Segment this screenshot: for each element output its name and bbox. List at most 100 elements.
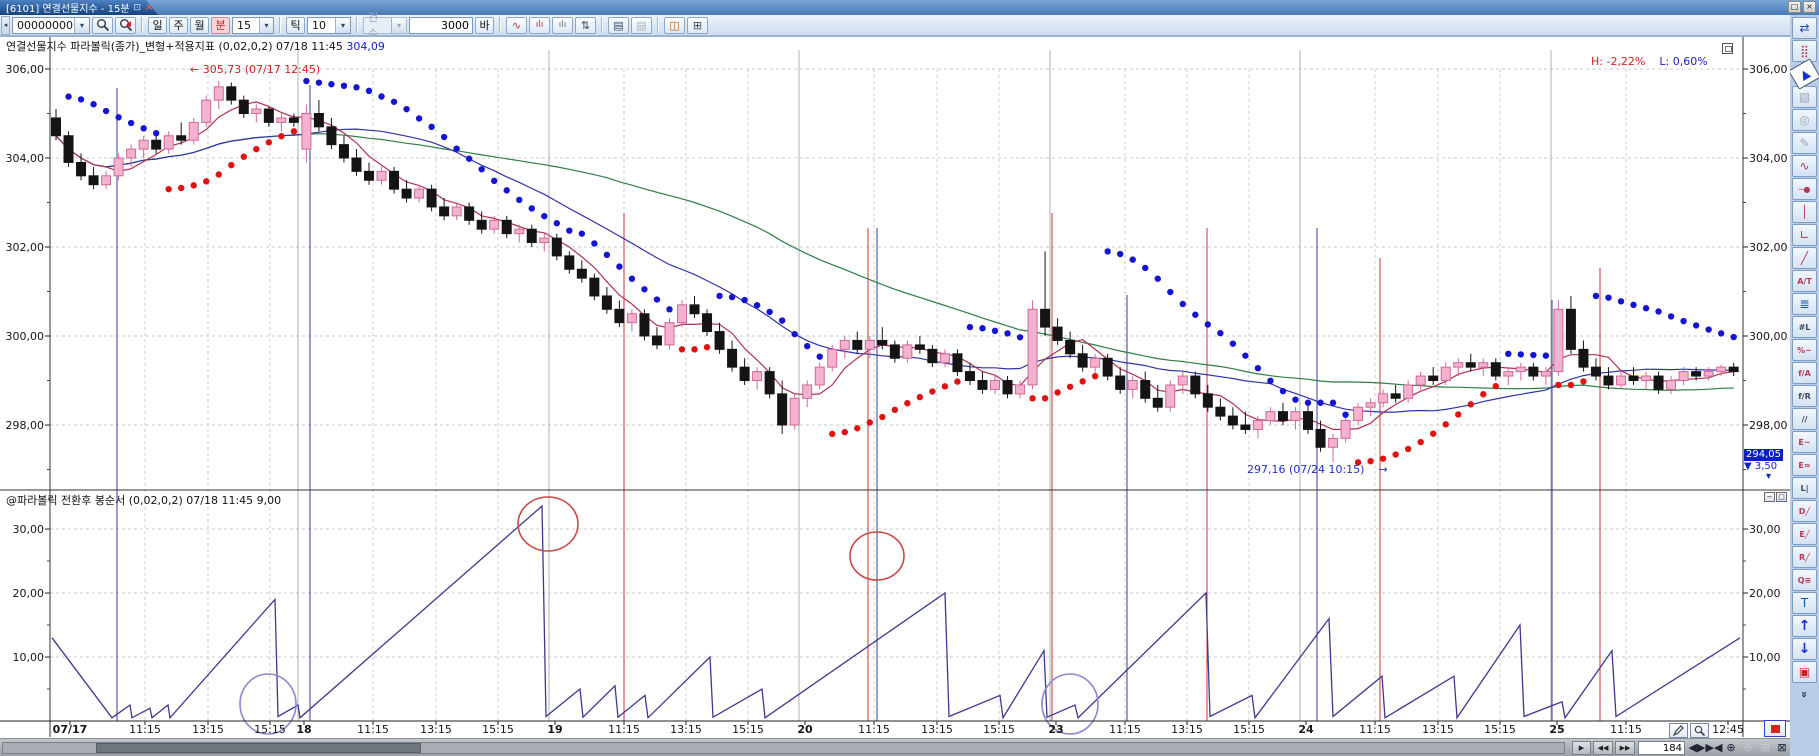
svg-text:300,00: 300,00 [1749, 330, 1788, 343]
quote-list-icon[interactable]: Q≡ [1792, 569, 1817, 591]
collapse-left-button[interactable]: ◂ [1, 15, 10, 35]
horizontal-line-icon[interactable]: ─● [1792, 178, 1817, 200]
angle-line-icon[interactable]: ∟ [1792, 224, 1817, 246]
svg-text:11:15: 11:15 [608, 723, 640, 736]
period-day-button[interactable]: 일 [148, 16, 167, 34]
svg-text:20,00: 20,00 [13, 587, 45, 600]
svg-text:13:15: 13:15 [921, 723, 953, 736]
high-low-readout: H: -2,22% L: 0,60% [1591, 55, 1708, 68]
period-week-button[interactable]: 주 [169, 16, 188, 34]
trendline-icon[interactable]: ∿ [1792, 155, 1817, 177]
hatch-d-icon[interactable]: D╱ [1792, 500, 1817, 522]
svg-text:15:15: 15:15 [1233, 723, 1265, 736]
svg-text:23: 23 [1048, 723, 1063, 736]
bars-count-input[interactable] [409, 16, 473, 34]
collapse-horizontal-button[interactable]: ▶◀ [1705, 741, 1723, 754]
chart-settings-button[interactable] [1764, 720, 1786, 737]
tab-pin-icon[interactable]: ⊡ [133, 2, 142, 13]
refresh-icon[interactable]: ⇄ [1792, 17, 1817, 39]
search-red-arrow-icon [120, 19, 132, 32]
horizontal-scrollbar[interactable] [2, 742, 1565, 754]
svg-text:302,00: 302,00 [6, 241, 45, 254]
parallel-lines-icon[interactable]: // [1792, 408, 1817, 430]
chevron-down-icon[interactable]: ▾ [335, 17, 350, 33]
chart-area[interactable]: 306,00 306,00 304,00 304,00 302,00 302,00 300,… [0, 36, 1790, 738]
period-month-button[interactable]: 월 [190, 16, 209, 34]
restore-window-button[interactable]: □ [1788, 1, 1801, 13]
svg-text:304,00: 304,00 [6, 152, 45, 165]
chevron-down-icon[interactable]: ▾ [74, 17, 89, 33]
tick-combo[interactable]: 10 ▾ [307, 16, 351, 34]
chart-grid-icon[interactable]: ⊞ [687, 16, 708, 34]
magnifier-icon [1694, 725, 1705, 736]
zoom-in-button[interactable]: ⊕ [1726, 741, 1736, 754]
tab-close-icon[interactable]: × [145, 2, 154, 13]
indicator-maximize-icon[interactable]: □ [1776, 492, 1787, 502]
visible-bars-input[interactable] [1638, 741, 1685, 755]
period-minute-button[interactable]: 분 [211, 16, 230, 34]
svg-text:298,00: 298,00 [1749, 419, 1788, 432]
tick-button[interactable]: 틱 [286, 16, 305, 34]
last-price-marker: 294,05 ▼ 3,50 ▾ [1744, 449, 1783, 482]
arrow-up-icon[interactable]: ↑ [1792, 615, 1817, 637]
chart-tab[interactable]: [6101] 연결선물지수 - 15분 ⊡ × [0, 0, 158, 15]
bars-apply-button[interactable]: 바 [475, 16, 494, 34]
svg-text:302,00: 302,00 [1749, 241, 1788, 254]
close-pane-button[interactable]: ⊠ [1777, 741, 1787, 754]
chevron-down-icon[interactable]: ▾ [259, 17, 273, 33]
symbol-search-button[interactable] [92, 16, 113, 34]
text-icon[interactable]: T [1792, 592, 1817, 614]
signal-box-icon[interactable]: ▣ [1792, 661, 1817, 683]
percent-lines-icon[interactable]: %~ [1792, 339, 1817, 361]
count-lines-icon[interactable]: #L [1792, 316, 1817, 338]
indicator-window-icon[interactable]: ◫ [664, 16, 685, 34]
step-back-button[interactable]: ◀◀ [1593, 741, 1613, 755]
expand-horizontal-button[interactable]: ◀▶ [1688, 741, 1706, 754]
formula-r-icon[interactable]: f/R [1792, 385, 1817, 407]
envelope-a-icon[interactable]: E~ [1792, 431, 1817, 453]
pane-maximize-icon[interactable] [1722, 43, 1733, 54]
arrow-down-icon[interactable]: ↓ [1792, 638, 1817, 660]
adjusted-price-icon[interactable]: ∿ [506, 16, 527, 34]
sort-updown-icon[interactable]: ⇅ [575, 16, 596, 34]
hatch-r-icon[interactable]: R╱ [1792, 546, 1817, 568]
close-window-button[interactable]: × [1803, 1, 1816, 13]
svg-text:24: 24 [1298, 723, 1314, 736]
grid-pattern-icon[interactable]: ⣿ [1792, 40, 1817, 62]
minute-combo[interactable]: 15 ▾ [232, 16, 274, 34]
svg-text:11:15: 11:15 [1359, 723, 1391, 736]
vertical-line-icon[interactable]: │ [1792, 201, 1817, 223]
level-bars-icon[interactable]: L| [1792, 477, 1817, 499]
formula-a-icon[interactable]: f/A [1792, 362, 1817, 384]
diagonal-line-icon[interactable]: ╱ [1792, 247, 1817, 269]
indicator-minimize-icon[interactable]: − [1764, 492, 1775, 502]
svg-text:13:15: 13:15 [670, 723, 702, 736]
price-indicator-plot[interactable]: 306,00 306,00 304,00 304,00 302,00 302,00 300,… [0, 36, 1790, 738]
pane-title: 연결선물지수 파라볼릭(종가)_변형+적용지표 (0,02,0,2) 07/18… [6, 40, 343, 53]
erase-icon: ✎ [1792, 132, 1817, 154]
hatch-e-icon[interactable]: E╱ [1792, 523, 1817, 545]
envelope-b-icon[interactable]: E≈ [1792, 454, 1817, 476]
more-tools-icon[interactable]: » [1797, 690, 1811, 699]
multi-line-icon[interactable]: ≣ [1792, 293, 1817, 315]
edit-axis-button[interactable] [1669, 723, 1688, 738]
volume-indicator-icon[interactable]: ılı [529, 16, 550, 34]
annotation-circles-layer [239, 496, 1099, 735]
svg-text:25: 25 [1549, 723, 1564, 736]
low-percent: L: 0,60% [1659, 55, 1708, 68]
signal-vlines-layer [116, 85, 1601, 721]
zoom-axis-button[interactable] [1690, 723, 1709, 738]
scrollbar-thumb[interactable] [96, 743, 421, 753]
step-forward-button[interactable]: ▶▶ [1615, 741, 1635, 755]
play-button[interactable]: ▶ [1572, 741, 1591, 755]
svg-text:13:15: 13:15 [192, 723, 224, 736]
text-note-icon[interactable]: A/T [1792, 270, 1817, 292]
symbol-search-recent-button[interactable] [115, 16, 136, 34]
bar-chart-icon[interactable]: ılı [552, 16, 573, 34]
symbol-combo[interactable]: 00000000 ▾ [12, 16, 90, 34]
price-pane-header: 연결선물지수 파라볼릭(종가)_변형+적용지표 (0,02,0,2) 07/18… [6, 38, 385, 54]
new-chart-icon[interactable]: ▤ [608, 16, 629, 34]
pan-icon: ◎ [1792, 109, 1817, 131]
